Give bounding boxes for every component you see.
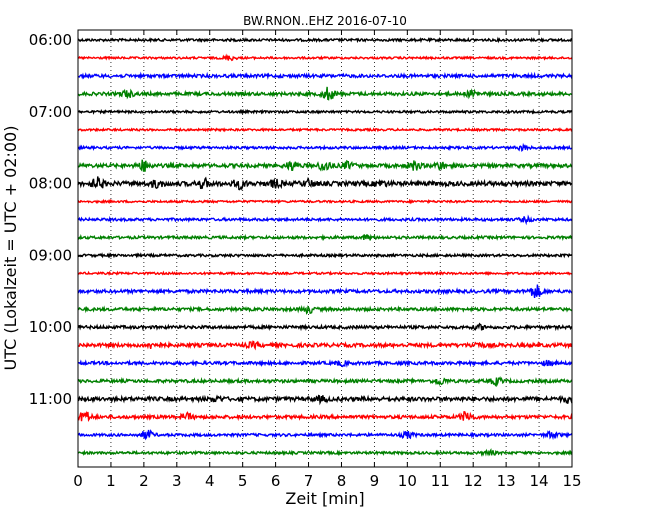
y-tick-label: 10:00 (29, 318, 72, 336)
x-tick-label: 3 (172, 472, 182, 490)
x-tick-label: 15 (562, 472, 581, 490)
x-tick-label: 0 (73, 472, 83, 490)
trace-line (77, 53, 573, 62)
trace-line (77, 304, 573, 315)
traces-layer (77, 36, 573, 457)
trace-line (77, 233, 573, 242)
trace-line (77, 142, 573, 153)
x-tick-label: 1 (106, 472, 116, 490)
plot-frame (77, 29, 573, 468)
grid-layer (110, 30, 540, 467)
trace-line (77, 108, 573, 115)
trace-line (77, 159, 573, 172)
y-axis-label: UTC (Lokalzeit = UTC + 02:00) (1, 126, 20, 371)
trace-line (77, 376, 573, 388)
trace-line (77, 358, 573, 368)
trace-line (77, 127, 573, 133)
y-tick-label: 08:00 (29, 175, 72, 193)
x-tick-label: 8 (337, 472, 347, 490)
trace-line (77, 322, 573, 332)
trace-line (77, 448, 573, 457)
x-tick-label: 11 (431, 472, 450, 490)
y-tick-label: 09:00 (29, 246, 72, 264)
x-tick-label: 6 (271, 472, 281, 490)
trace-line (77, 71, 573, 80)
x-tick-label: 12 (464, 472, 483, 490)
x-tick-label: 4 (205, 472, 215, 490)
trace-line (77, 284, 573, 298)
x-tick-label: 14 (530, 472, 549, 490)
y-tick-label: 07:00 (29, 103, 72, 121)
trace-line (77, 176, 573, 191)
trace-line (77, 36, 573, 44)
trace-line (77, 429, 573, 441)
x-axis-label: Zeit [min] (285, 489, 364, 508)
trace-line (77, 270, 573, 277)
trace-line (77, 198, 573, 205)
y-tick-label: 06:00 (29, 31, 72, 49)
trace-line (77, 340, 573, 351)
ticks-layer: 0 1 2 3 4 5 6 7 8 9 10 11 12 13 14 1506:0007:0008:0009:… (29, 30, 582, 490)
x-tick-label: 5 (238, 472, 248, 490)
x-tick-label: 7 (304, 472, 314, 490)
trace-line (77, 86, 573, 101)
chart-title: BW.RNON..EHZ 2016-07-10 (243, 14, 407, 28)
x-tick-label: 13 (497, 472, 516, 490)
x-tick-label: 9 (370, 472, 380, 490)
x-tick-label: 10 (398, 472, 417, 490)
trace-line (77, 214, 573, 226)
trace-line (77, 252, 573, 259)
trace-line (77, 410, 573, 422)
x-tick-label: 2 (139, 472, 149, 490)
y-tick-label: 11:00 (29, 390, 72, 408)
trace-line (77, 394, 573, 406)
